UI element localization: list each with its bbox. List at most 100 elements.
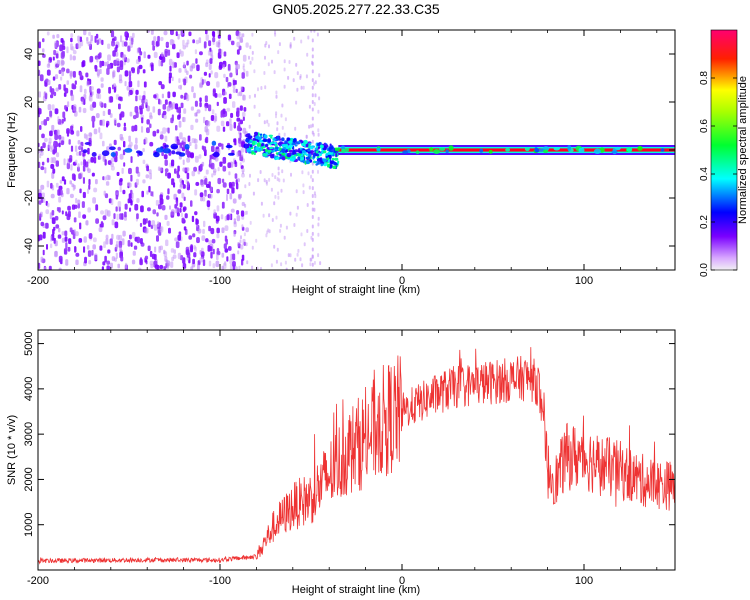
spectrogram-cell xyxy=(334,147,341,152)
spectrogram-cell xyxy=(290,138,293,141)
spectrogram-cell xyxy=(300,85,303,90)
spectrogram-cell xyxy=(96,88,101,94)
spectrogram-cell xyxy=(214,72,219,79)
snr-frame xyxy=(37,329,676,571)
spectrogram-cell xyxy=(94,253,98,261)
spectrogram-cell xyxy=(177,165,180,172)
spectrogram-cell xyxy=(136,150,142,154)
spectrogram-cell xyxy=(151,220,156,227)
spectrogram-cell xyxy=(156,221,160,228)
spectrogram-cell xyxy=(199,250,202,255)
spectrogram-cell xyxy=(248,182,251,186)
spectrogram-cell xyxy=(479,148,484,153)
spectrogram-cell xyxy=(194,112,197,117)
spectrogram-cell xyxy=(45,209,50,215)
spectrogram-cell xyxy=(149,115,153,120)
spectrogram-cell xyxy=(122,54,126,61)
spectrogram-cell xyxy=(163,148,171,154)
spectrogram-cell xyxy=(233,218,236,225)
spectrogram-cell xyxy=(68,139,71,145)
spectrogram-cell xyxy=(58,207,61,213)
spectrogram-cell xyxy=(263,134,268,139)
spectrogram-cell xyxy=(142,95,146,100)
spectrogram-cell xyxy=(268,44,270,49)
spectrogram-cell xyxy=(199,97,202,103)
spectrogram-cell xyxy=(61,118,64,124)
spectrogram-cell xyxy=(176,136,179,142)
spectrogram-cell xyxy=(63,179,67,185)
spectrogram-cell xyxy=(110,152,116,157)
spectrogram-cell xyxy=(165,239,169,247)
spectrogram-cell xyxy=(194,49,197,55)
spectrogram-cell xyxy=(433,149,440,154)
spectrogram-cell xyxy=(131,231,136,239)
spectrogram-cell xyxy=(99,101,103,107)
spectrogram-cell xyxy=(199,102,202,108)
spectrogram-cell xyxy=(85,72,89,78)
spectrogram-cell xyxy=(83,159,86,166)
spectrogram-cell xyxy=(94,65,98,72)
spectrogram-cell xyxy=(285,225,288,230)
spectrogram-cell xyxy=(242,94,246,101)
spectrogram-cell xyxy=(179,207,182,213)
spectrogram-cell xyxy=(50,193,55,199)
spectrogram-cell xyxy=(50,94,54,99)
spectrogram-cell xyxy=(66,80,69,85)
spectrogram-cell xyxy=(222,64,225,69)
spectrogram-cell xyxy=(111,233,114,240)
spectrogram-cell xyxy=(185,249,190,256)
spectrogram-cell xyxy=(57,234,62,239)
spectrogram-cell xyxy=(137,80,140,88)
spectrogram-cell xyxy=(181,192,185,199)
spectrogram-cell xyxy=(149,141,154,147)
spectrogram-cell xyxy=(129,207,132,212)
spectrogram-cell xyxy=(188,31,192,37)
spectrogram-cell xyxy=(130,37,134,43)
spectrogram-cell xyxy=(206,200,211,208)
spectrogram-cell xyxy=(311,47,314,52)
spectrogram-cell xyxy=(110,30,115,38)
spectrogram-cell xyxy=(203,189,207,194)
spectrogram-cell xyxy=(236,41,241,48)
spectrogram-cell xyxy=(251,151,254,155)
spectrogram-cell xyxy=(116,66,120,73)
spectrogram-cell xyxy=(302,183,305,188)
spectrogram-cell xyxy=(227,34,231,41)
spectrogram-cell xyxy=(275,259,278,264)
spectrogram-cell xyxy=(143,81,147,88)
spectrogram-cell xyxy=(157,108,161,116)
spectrogram-cell xyxy=(313,102,316,106)
spectrogram-cell xyxy=(63,92,67,97)
spectrogram-cell xyxy=(196,64,200,72)
spectrogram-cell xyxy=(81,99,85,105)
spectrogram-cell xyxy=(234,138,237,146)
spectrogram-cell xyxy=(226,256,229,262)
spectrogram-cell xyxy=(55,142,59,147)
spectrogram-cell xyxy=(61,210,64,215)
spectrogram-cell xyxy=(72,50,77,55)
spectrogram-cell xyxy=(144,255,149,260)
spectrogram-cell xyxy=(129,234,132,240)
spectrogram-cell xyxy=(439,147,446,151)
spectrogram-cell xyxy=(265,181,268,186)
spectrogram-cell xyxy=(106,123,109,128)
spectrogram-cell xyxy=(180,50,184,57)
spectrogram-cell xyxy=(257,178,260,183)
spectrogram-cell xyxy=(136,236,140,244)
spectrogram-cell xyxy=(281,137,285,142)
spectrogram-cell xyxy=(52,56,55,61)
spectrogram-cell xyxy=(109,96,114,103)
spectrogram-cell xyxy=(62,45,66,50)
spectrogram-cell xyxy=(40,221,45,227)
spectrogram-cell xyxy=(276,177,279,182)
x-tick-label: 100 xyxy=(575,575,593,587)
spectrogram-cell xyxy=(144,98,148,105)
spectrogram-cell xyxy=(294,126,297,131)
spectrogram-cell xyxy=(171,150,176,155)
spectrogram-cell xyxy=(202,228,205,234)
spectrogram-cell xyxy=(111,256,116,262)
spectrogram-cell xyxy=(216,248,220,255)
spectrogram-cell xyxy=(186,39,190,45)
spectrogram-cell xyxy=(192,39,195,44)
spectrogram-cell xyxy=(303,242,306,247)
